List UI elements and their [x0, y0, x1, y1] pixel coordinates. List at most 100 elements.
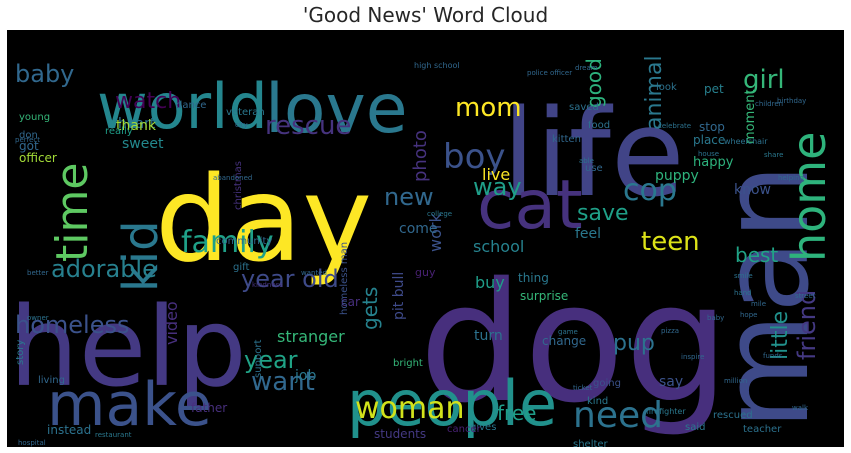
word-young: young — [19, 112, 50, 123]
word-use: use — [585, 163, 603, 174]
word-instead: instead — [47, 423, 91, 437]
word-work: work — [426, 213, 445, 252]
word-job: job — [294, 368, 316, 384]
word-guy: guy — [415, 266, 436, 279]
word-hope: hope — [740, 311, 757, 319]
word-woman: woman — [355, 391, 465, 426]
word-owner: owner — [27, 314, 49, 322]
word-funds: funds — [763, 352, 783, 360]
word-police-officer: police officer — [527, 69, 572, 77]
word-restaurant: restaurant — [95, 431, 132, 439]
word-stranger: stranger — [277, 327, 345, 346]
word-surprise: surprise — [520, 289, 568, 303]
word-heart: heart — [118, 116, 156, 132]
chart-title: 'Good News' Word Cloud — [302, 3, 549, 27]
word-adorable: adorable — [51, 255, 157, 283]
word-gives: gives — [470, 422, 496, 433]
word-home: home — [782, 132, 836, 262]
word-say: say — [659, 374, 683, 390]
word-gets: gets — [358, 287, 382, 330]
word-come: come — [399, 221, 438, 237]
word-new: new — [384, 183, 434, 211]
word-puppy: puppy — [655, 168, 699, 184]
word-christmas: christmas — [233, 161, 244, 210]
word-life: life — [502, 85, 685, 224]
word-know: know — [734, 182, 771, 198]
word-people: people — [347, 367, 557, 440]
word-live: live — [482, 165, 510, 184]
word-million: million — [724, 377, 747, 385]
word-mile: mile — [751, 300, 766, 308]
word-pizza: pizza — [661, 327, 679, 335]
word-man: man — [697, 164, 836, 430]
word-inspire: inspire — [681, 353, 704, 361]
word-baby: baby — [707, 314, 724, 322]
word-animal: animal — [642, 55, 667, 130]
word-cat: cat — [477, 166, 583, 245]
word-abandoned: abandoned — [213, 174, 252, 182]
word-cancer: cancer — [447, 424, 482, 435]
word-little: little — [768, 311, 793, 360]
word-kindness: kindness — [252, 281, 283, 289]
word-story: story — [15, 340, 26, 365]
word-cop: cop — [623, 173, 677, 208]
word-birthday: birthday — [777, 97, 806, 105]
word-students: students — [374, 427, 426, 441]
word-happy: happy — [693, 155, 734, 170]
word-perfect: perfect — [15, 136, 40, 144]
word-able: able — [579, 157, 594, 165]
word-world: world — [97, 70, 268, 143]
word-city: city — [235, 121, 248, 129]
word-bright: bright — [393, 358, 423, 369]
word-dog: dog — [419, 247, 729, 439]
word-pet: pet — [704, 82, 724, 96]
word-don: don — [19, 130, 38, 141]
word-rescued: rescued — [713, 410, 753, 421]
word-sweet: sweet — [122, 136, 164, 152]
word-celebrate: celebrate — [658, 122, 691, 130]
word-dance: dance — [176, 100, 206, 111]
word-kid: kid — [113, 220, 169, 292]
word-mom: mom — [455, 93, 522, 123]
word-year: year — [244, 346, 298, 374]
word-community: community — [216, 236, 272, 247]
word-going: going — [593, 378, 621, 389]
word-family: family — [181, 225, 274, 260]
word-living: living — [38, 375, 65, 386]
word-way: way — [473, 173, 522, 201]
word-walk: walk — [792, 404, 809, 412]
word-said: said — [685, 422, 705, 433]
word-video: video — [162, 301, 181, 345]
word-veteran: veteran — [226, 107, 265, 118]
word-thank: thank — [116, 118, 157, 134]
word-cloud-background — [7, 30, 844, 447]
word-hand: hand — [734, 289, 752, 297]
word-car: car — [341, 295, 360, 309]
word-boy: boy — [443, 137, 506, 177]
word-photo: photo — [410, 130, 431, 182]
word-change: change — [542, 334, 586, 348]
word-officer: officer — [19, 151, 57, 165]
word-teen: teen — [641, 227, 700, 257]
word-place: place — [693, 133, 725, 147]
word-feel: feel — [575, 226, 601, 242]
word-wanted: wanted — [301, 269, 327, 277]
word-friend: friend — [793, 290, 821, 360]
word-pup: pup — [613, 331, 655, 356]
word-want: want — [251, 367, 315, 397]
word-wheelchair: wheelchair — [724, 137, 768, 146]
word-helping: helping — [778, 174, 804, 182]
word-make: make — [47, 370, 212, 440]
word-college: college — [427, 210, 452, 218]
word-save: save — [577, 201, 629, 226]
word-day: day — [155, 150, 372, 288]
word-dream: dream — [575, 64, 598, 72]
word-better: better — [27, 269, 49, 277]
word-free: free — [497, 401, 536, 425]
word-year-old: year old — [241, 265, 339, 293]
word-rescue: rescue — [265, 111, 351, 141]
word-high-school: high school — [414, 61, 460, 70]
